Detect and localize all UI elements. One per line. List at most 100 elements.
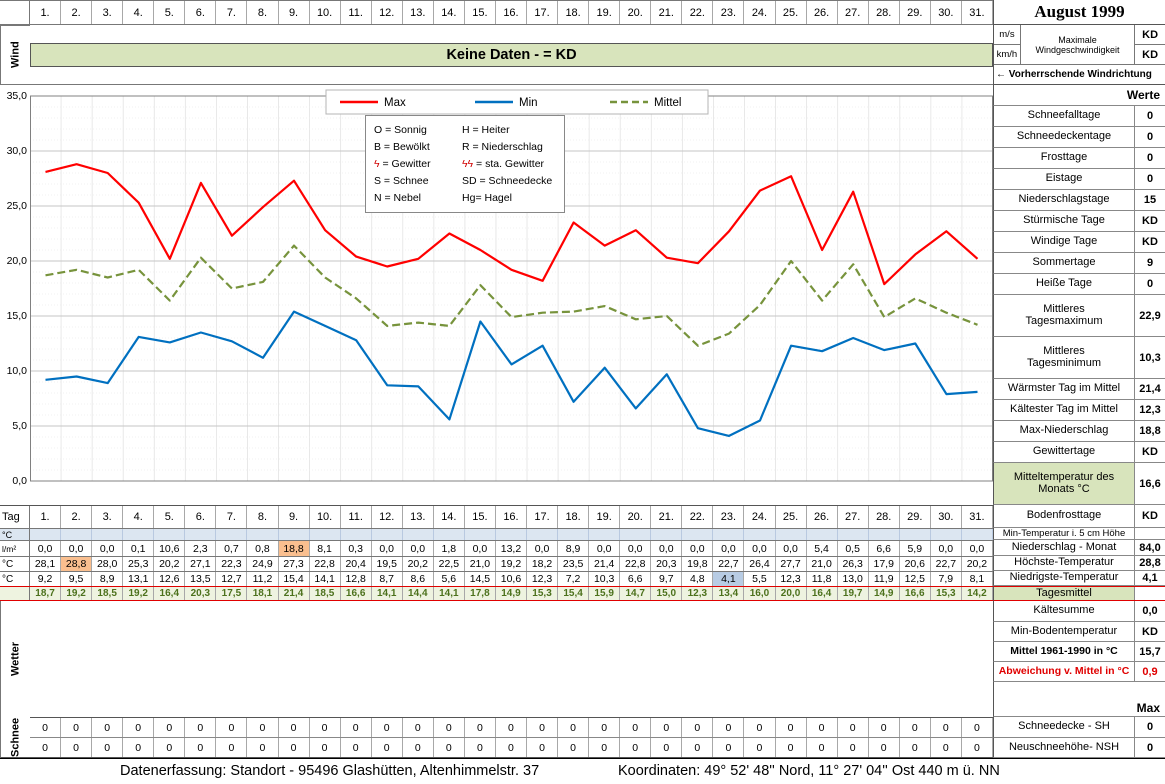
min-temp-cell: 4,1 bbox=[713, 572, 745, 586]
day-header-cell: 6. bbox=[185, 1, 217, 24]
sidebar-row: Gewittertage KD bbox=[993, 442, 1165, 463]
tag-cell: 3. bbox=[92, 506, 124, 528]
stat-label-text: Tagesmittel bbox=[1036, 587, 1092, 599]
stat-label-text: Kältester Tag im Mittel bbox=[1009, 403, 1118, 416]
snow-depth-cell: 0 bbox=[776, 718, 807, 737]
sidebar-row: Bodenfrosttage KD bbox=[993, 505, 1165, 528]
day-header-cell: 11. bbox=[341, 1, 372, 24]
snow-depth-cell: 0 bbox=[807, 718, 838, 737]
max-temp-cell: 17,9 bbox=[869, 557, 900, 571]
new-snow-cell: 0 bbox=[527, 738, 559, 757]
sidebar-row: Mittleres Tagesmaximum 22,9 bbox=[993, 295, 1165, 337]
stat-value: 12,3 bbox=[1139, 404, 1161, 416]
stat-value: 0,9 bbox=[1142, 665, 1158, 678]
day-header-cell: 7. bbox=[216, 1, 248, 24]
stat-value bbox=[1135, 528, 1165, 539]
max-temp-cell: 19,8 bbox=[682, 557, 714, 571]
stat-label-text: Höchste-Temperatur bbox=[1014, 556, 1114, 569]
stat-value: 0 bbox=[1146, 131, 1154, 143]
sidebar-header-text: Werte bbox=[1126, 88, 1160, 102]
sidebar-row: Max-Niederschlag 18,8 bbox=[993, 421, 1165, 442]
new-snow-cell: 0 bbox=[310, 738, 341, 757]
new-snow-cell: 0 bbox=[651, 738, 683, 757]
precip-cell: 0,0 bbox=[92, 541, 124, 556]
sidebar-row: Abweichung v. Mittel in °C 0,9 bbox=[993, 662, 1165, 682]
daily-mean-cell: 21,4 bbox=[279, 587, 310, 600]
tag-cell: 19. bbox=[589, 506, 621, 528]
max-temp-cell: 21,4 bbox=[589, 557, 621, 571]
max-temp-cell: 26,4 bbox=[744, 557, 776, 571]
precip-cell: 6,6 bbox=[869, 541, 900, 556]
max-series-line bbox=[45, 163, 979, 286]
precip-cell: 0,0 bbox=[682, 541, 714, 556]
new-snow-cell: 0 bbox=[434, 738, 465, 757]
stat-value: 0 bbox=[1146, 110, 1154, 122]
stat-label-text: Heiße Tage bbox=[1035, 277, 1093, 290]
daily-mean-cell: 18,5 bbox=[310, 587, 341, 600]
daily-mean-cell: 19,7 bbox=[838, 587, 869, 600]
day-header-cell: 27. bbox=[838, 1, 869, 24]
weather-code-item: ϟϟ = sta. Gewitter bbox=[462, 158, 545, 170]
temp-symbol-cell bbox=[465, 529, 496, 540]
sidebar-row: Niederschlag - Monat 84,0 bbox=[993, 540, 1165, 556]
sidebar-row: Heiße Tage 0 bbox=[993, 274, 1165, 295]
stat-label-text: Neuschneehöhe- NSH bbox=[1008, 740, 1120, 753]
tag-cell: 20. bbox=[620, 506, 652, 528]
min-temp-cell: 9,7 bbox=[651, 572, 683, 586]
max-temp-cell: 22,8 bbox=[310, 557, 341, 571]
stat-label: Gewittertage bbox=[994, 442, 1135, 462]
day-header-row: 1. 2. 3. 4. 5. 6. 7. 8. 9. 10. 11. 12. 13. 14. 15. 16. 1… bbox=[0, 0, 993, 25]
stat-value: KD bbox=[1142, 625, 1158, 638]
new-snow-cell: 0 bbox=[558, 738, 590, 757]
temp-symbol-cell bbox=[807, 529, 838, 540]
daily-mean-cell: 17,8 bbox=[465, 587, 496, 600]
tag-cell: 5. bbox=[154, 506, 186, 528]
temp-symbol-cell bbox=[527, 529, 559, 540]
new-snow-cell: 0 bbox=[682, 738, 714, 757]
new-snow-cell: 0 bbox=[403, 738, 434, 757]
stat-label: Mitteltemperatur des Monats °C bbox=[994, 463, 1135, 504]
sidebar-row: Min-Temperatur i. 5 cm Höhe bbox=[993, 528, 1165, 540]
footer-station: Datenerfassung: Standort - 95496 Glashüt… bbox=[120, 763, 540, 779]
min-temp-cell: 12,5 bbox=[900, 572, 931, 586]
stat-label: Schneefalltage bbox=[994, 106, 1135, 126]
temp-symbol-cell bbox=[123, 529, 155, 540]
daily-mean-cell: 16,4 bbox=[154, 587, 186, 600]
stat-value: KD bbox=[1142, 446, 1158, 458]
temp-symbol-cell bbox=[713, 529, 745, 540]
sidebar-header-text: Max bbox=[1136, 701, 1160, 715]
sidebar-row: Schneedeckentage 0 bbox=[993, 127, 1165, 148]
stat-label: Schneedecke - SH bbox=[994, 717, 1135, 737]
day-header-cell: 16. bbox=[496, 1, 527, 24]
tag-cell: 28. bbox=[869, 506, 900, 528]
temp-symbol-cell bbox=[279, 529, 310, 540]
min-temp-cell: 14,1 bbox=[310, 572, 341, 586]
min-temp-cell: 11,2 bbox=[247, 572, 279, 586]
stat-value: KD bbox=[1142, 510, 1158, 522]
tag-cell: 25. bbox=[776, 506, 807, 528]
wind-unit-kmh: km/h bbox=[994, 45, 1021, 65]
max-temp-cell: 22,3 bbox=[216, 557, 248, 571]
precip-cell: 2,3 bbox=[185, 541, 217, 556]
max-temp-cell: 28,0 bbox=[92, 557, 124, 571]
day-header-cell: 31. bbox=[962, 1, 993, 24]
stat-value: 21,4 bbox=[1139, 383, 1161, 395]
min-temp-cell: 15,4 bbox=[279, 572, 310, 586]
tag-cell: 21. bbox=[651, 506, 683, 528]
stat-value: 0 bbox=[1146, 173, 1154, 185]
stat-value: KD bbox=[1142, 215, 1158, 227]
y-axis-label: 15,0 bbox=[6, 310, 27, 322]
temp-symbol-cell bbox=[838, 529, 869, 540]
new-snow-cell: 0 bbox=[247, 738, 279, 757]
max-temp-cell: 28,1 bbox=[30, 557, 62, 571]
stat-label-text: Wärmster Tag im Mittel bbox=[1007, 382, 1121, 395]
max-temp-cell: 20,4 bbox=[341, 557, 372, 571]
day-header-cell: 18. bbox=[558, 1, 590, 24]
sidebar-row: Stürmische Tage KD bbox=[993, 211, 1165, 232]
precip-cell: 1,8 bbox=[434, 541, 465, 556]
tag-cell: 10. bbox=[310, 506, 341, 528]
max-temp-cell: 22,8 bbox=[620, 557, 652, 571]
